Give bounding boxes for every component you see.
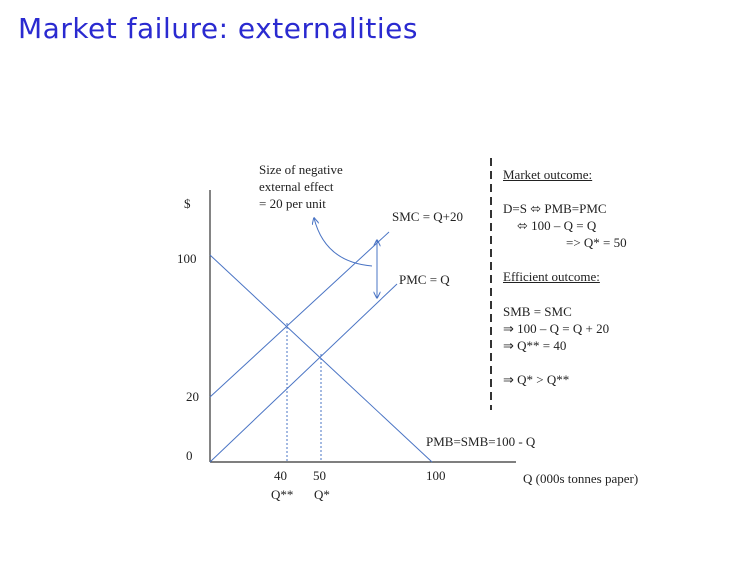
note-line: external effect — [259, 179, 334, 194]
y-tick-20: 20 — [186, 389, 199, 404]
y-tick-100: 100 — [177, 251, 197, 266]
efficient-outcome-line: ⇒ 100 – Q = Q + 20 — [503, 321, 610, 336]
x-axis-label: Q (000s tonnes paper) — [523, 471, 639, 486]
efficient-outcome-line: SMB = SMC — [503, 304, 572, 319]
market-outcome-line: ⬄ 100 – Q = Q — [517, 218, 597, 233]
y-tick-0: 0 — [186, 448, 193, 463]
y-axis-label: $ — [184, 196, 191, 211]
external-effect-note: Size of negative external effect = 20 pe… — [259, 161, 343, 212]
pmc-line — [209, 283, 398, 463]
slide-title: Market failure: externalities — [18, 12, 418, 45]
demand-label: PMB=SMB=100 - Q — [426, 434, 536, 449]
efficient-outcome-heading: Efficient outcome: — [503, 269, 600, 284]
note-pointer-arrow — [314, 218, 373, 267]
market-outcome-line: D=S ⬄ PMB=PMC — [503, 201, 607, 216]
efficient-outcome-line: ⇒ Q* > Q** — [503, 372, 570, 387]
x-tick-40: 40 — [274, 468, 287, 483]
x-tick-100: 100 — [426, 468, 446, 483]
market-outcome-line: => Q* = 50 — [566, 235, 627, 250]
note-line: Size of negative — [259, 162, 343, 177]
smc-line — [209, 231, 390, 398]
x-tick-q-star: Q* — [314, 487, 330, 502]
note-line: = 20 per unit — [259, 196, 326, 211]
market-outcome-heading: Market outcome: — [503, 167, 593, 182]
efficient-outcome-line: ⇒ Q** = 40 — [503, 338, 567, 353]
smc-label: SMC = Q+20 — [392, 209, 464, 224]
x-tick-q-double-star: Q** — [271, 487, 294, 502]
pmc-label: PMC = Q — [399, 272, 450, 287]
demand-line — [209, 254, 433, 463]
x-tick-50: 50 — [313, 468, 326, 483]
